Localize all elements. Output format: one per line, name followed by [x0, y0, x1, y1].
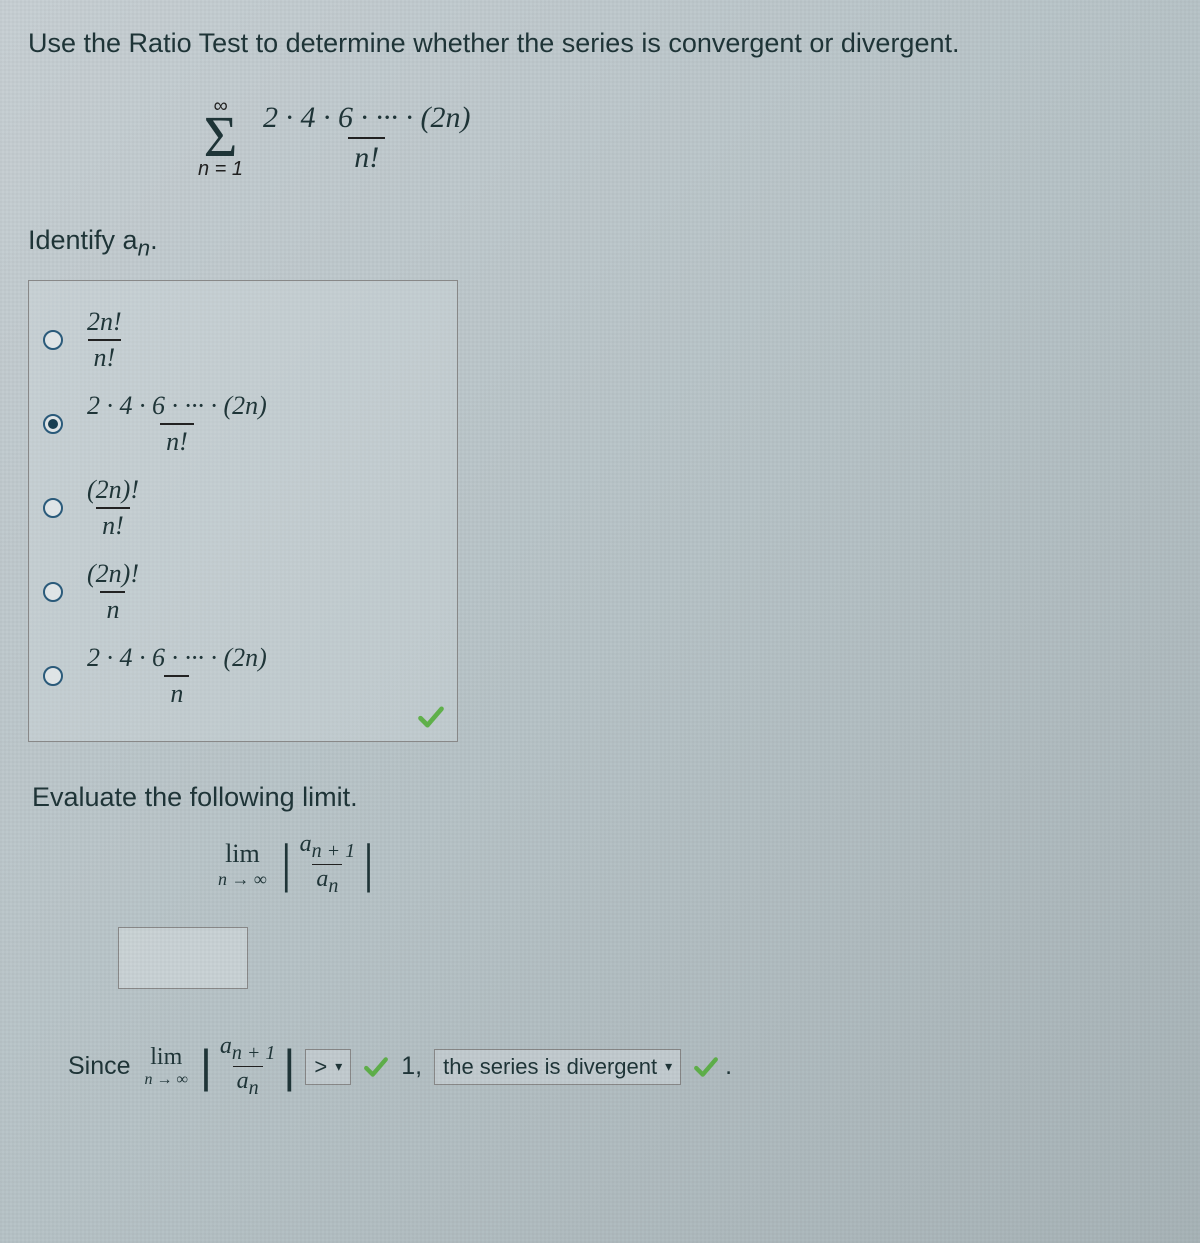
option-numerator: 2n! [81, 307, 128, 339]
radio-button[interactable] [43, 498, 63, 518]
abs-bar-left: | [277, 841, 296, 887]
abs-bar-right: | [279, 1047, 299, 1086]
series-denominator: n! [348, 137, 385, 175]
ratio-fraction: an + 1 an [296, 831, 360, 898]
radio-button[interactable] [43, 666, 63, 686]
radio-option[interactable]: 2 · 4 · 6 · ··· · (2n) n [43, 643, 437, 709]
series-numerator: 2 · 4 · 6 · ··· · (2n) [257, 101, 476, 137]
series-fraction: 2 · 4 · 6 · ··· · (2n) n! [257, 101, 476, 175]
mini-ratio-denominator: an [233, 1066, 263, 1100]
radio-option[interactable]: 2 · 4 · 6 · ··· · (2n) n! [43, 391, 437, 457]
identify-prompt: Identify an. [28, 225, 1172, 261]
radio-group: 2n! n! 2 · 4 · 6 · ··· · (2n) n! (2n)! n… [28, 280, 458, 742]
option-denominator: n! [160, 423, 194, 457]
option-denominator: n [100, 591, 125, 625]
lim-subscript: n → ∞ [218, 869, 267, 890]
conclusion-value: the series is divergent [443, 1054, 657, 1080]
radio-button[interactable] [43, 414, 63, 434]
option-denominator: n! [96, 507, 130, 541]
correct-check-icon [693, 1054, 719, 1080]
radio-option[interactable]: (2n)! n [43, 559, 437, 625]
abs-bar-right: | [359, 841, 378, 887]
chevron-down-icon: ▾ [335, 1058, 342, 1075]
conclusion-line: Since lim n → ∞ | an + 1 an | > ▾ 1, [68, 1033, 1172, 1100]
evaluate-prompt: Evaluate the following limit. [32, 782, 1172, 813]
ratio-numerator: an + 1 [296, 831, 360, 864]
lim-word: lim [225, 839, 260, 869]
absolute-value: | an + 1 an | [277, 831, 378, 898]
identify-label: Identify a [28, 225, 138, 255]
option-fraction: (2n)! n [81, 559, 145, 625]
radio-button[interactable] [43, 330, 63, 350]
option-numerator: 2 · 4 · 6 · ··· · (2n) [81, 643, 273, 675]
radio-option[interactable]: (2n)! n! [43, 475, 437, 541]
conclusion-select[interactable]: the series is divergent ▾ [434, 1049, 681, 1085]
option-numerator: 2 · 4 · 6 · ··· · (2n) [81, 391, 273, 423]
sigma-lower-limit: n = 1 [198, 158, 243, 181]
limit-block: lim n → ∞ [218, 839, 267, 890]
limit-expression: lim n → ∞ | an + 1 an | [218, 831, 1172, 898]
ratio-denominator: an [312, 864, 342, 898]
chevron-down-icon: ▾ [665, 1058, 672, 1075]
option-denominator: n! [88, 339, 122, 373]
radio-button[interactable] [43, 582, 63, 602]
series-expression: ∞ Σ n = 1 2 · 4 · 6 · ··· · (2n) n! [198, 95, 1172, 181]
option-fraction: 2 · 4 · 6 · ··· · (2n) n [81, 643, 273, 709]
mini-ratio-numerator: an + 1 [216, 1033, 280, 1066]
sigma-block: ∞ Σ n = 1 [198, 95, 243, 181]
mini-lim-word: lim [150, 1044, 182, 1071]
answer-input[interactable] [118, 927, 248, 989]
option-fraction: 2n! n! [81, 307, 128, 373]
option-numerator: (2n)! [81, 559, 145, 591]
mini-lim-sub: n → ∞ [145, 1071, 188, 1089]
mini-abs: | an + 1 an | [196, 1033, 299, 1100]
mini-ratio-fraction: an + 1 an [216, 1033, 280, 1100]
sigma-symbol: Σ [204, 114, 238, 160]
option-fraction: (2n)! n! [81, 475, 145, 541]
comparison-value: > [314, 1054, 327, 1080]
one-text: 1, [401, 1052, 422, 1081]
identify-suffix: . [150, 225, 158, 255]
instruction-text: Use the Ratio Test to determine whether … [28, 28, 1172, 59]
identify-subscript: n [138, 236, 151, 261]
period: . [725, 1052, 732, 1081]
mini-limit-block: lim n → ∞ [145, 1044, 188, 1089]
option-denominator: n [164, 675, 189, 709]
correct-check-icon [363, 1054, 389, 1080]
radio-option[interactable]: 2n! n! [43, 307, 437, 373]
correct-check-icon [417, 703, 445, 731]
option-numerator: (2n)! [81, 475, 145, 507]
abs-bar-left: | [196, 1047, 216, 1086]
since-word: Since [68, 1052, 131, 1081]
option-fraction: 2 · 4 · 6 · ··· · (2n) n! [81, 391, 273, 457]
comparison-select[interactable]: > ▾ [305, 1049, 351, 1085]
